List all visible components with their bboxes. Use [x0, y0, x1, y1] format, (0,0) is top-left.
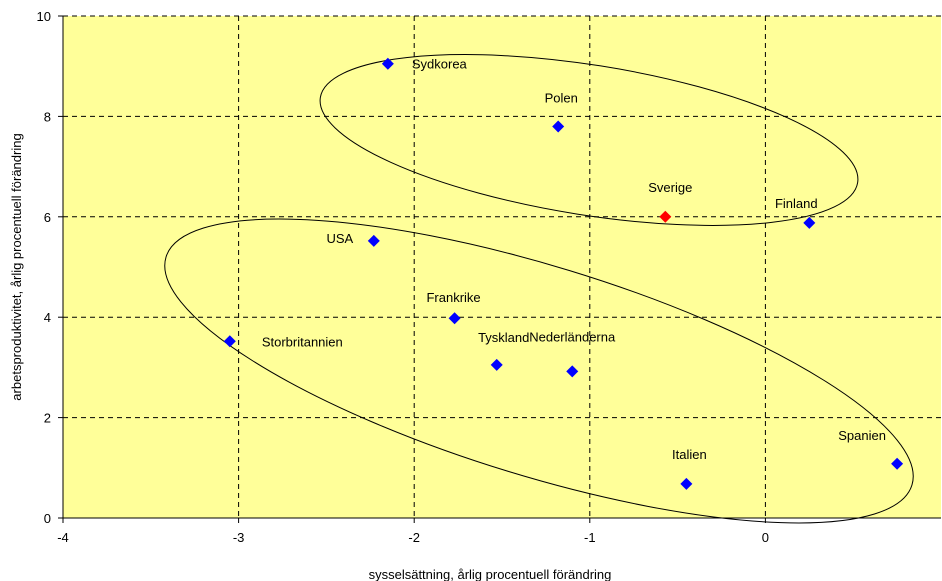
data-point-marker [566, 365, 579, 378]
data-point-marker [552, 120, 565, 133]
data-point-label: Spanien [838, 428, 886, 443]
group-ellipses [164, 54, 914, 524]
axes: -4 -3 -2 -1 0 0 2 4 6 8 10 [37, 9, 941, 545]
x-tick-label: -1 [584, 530, 596, 545]
data-point-marker [803, 216, 816, 229]
data-point-label: Finland [775, 196, 818, 211]
upper-group-ellipse [319, 54, 859, 226]
data-point-label: Italien [672, 447, 707, 462]
y-tick-label: 10 [37, 9, 51, 24]
data-point-label: Storbritannien [262, 334, 343, 349]
y-tick-label: 2 [44, 411, 51, 426]
data-point-label: Nederländerna [529, 329, 616, 344]
data-point-label: Tyskland [478, 330, 529, 345]
y-tick-label: 8 [44, 109, 51, 124]
y-tick-label: 6 [44, 210, 51, 225]
x-axis-title: sysselsättning, årlig procentuell föränd… [369, 567, 612, 581]
x-tick-label: -3 [233, 530, 245, 545]
data-point-label: USA [326, 231, 353, 246]
plot-area [63, 16, 941, 518]
data-point-label: Frankrike [426, 290, 480, 305]
data-point-marker [448, 312, 461, 325]
y-axis-title: arbetsproduktivitet, årlig procentuell f… [9, 133, 24, 400]
x-tick-label: 0 [762, 530, 769, 545]
data-point-marker [680, 477, 693, 490]
data-point-label: Polen [545, 90, 578, 105]
y-tick-label: 0 [44, 511, 51, 526]
x-tick-label: -4 [57, 530, 69, 545]
data-point-marker [223, 335, 236, 348]
data-points [223, 57, 904, 490]
lower-group-ellipse [164, 218, 914, 524]
point-labels: Sydkorea Polen Sverige Finland USA Frankrike S… [262, 57, 886, 462]
data-point-label: Sverige [648, 180, 692, 195]
data-point-marker [659, 210, 672, 223]
data-point-marker [891, 457, 904, 470]
data-point-marker [381, 57, 394, 70]
data-point-marker [490, 358, 503, 371]
x-tick-label: -2 [408, 530, 420, 545]
data-point-label: Sydkorea [412, 57, 468, 72]
y-tick-label: 4 [44, 310, 51, 325]
data-point-marker [367, 234, 380, 247]
grid-lines [63, 15, 941, 518]
